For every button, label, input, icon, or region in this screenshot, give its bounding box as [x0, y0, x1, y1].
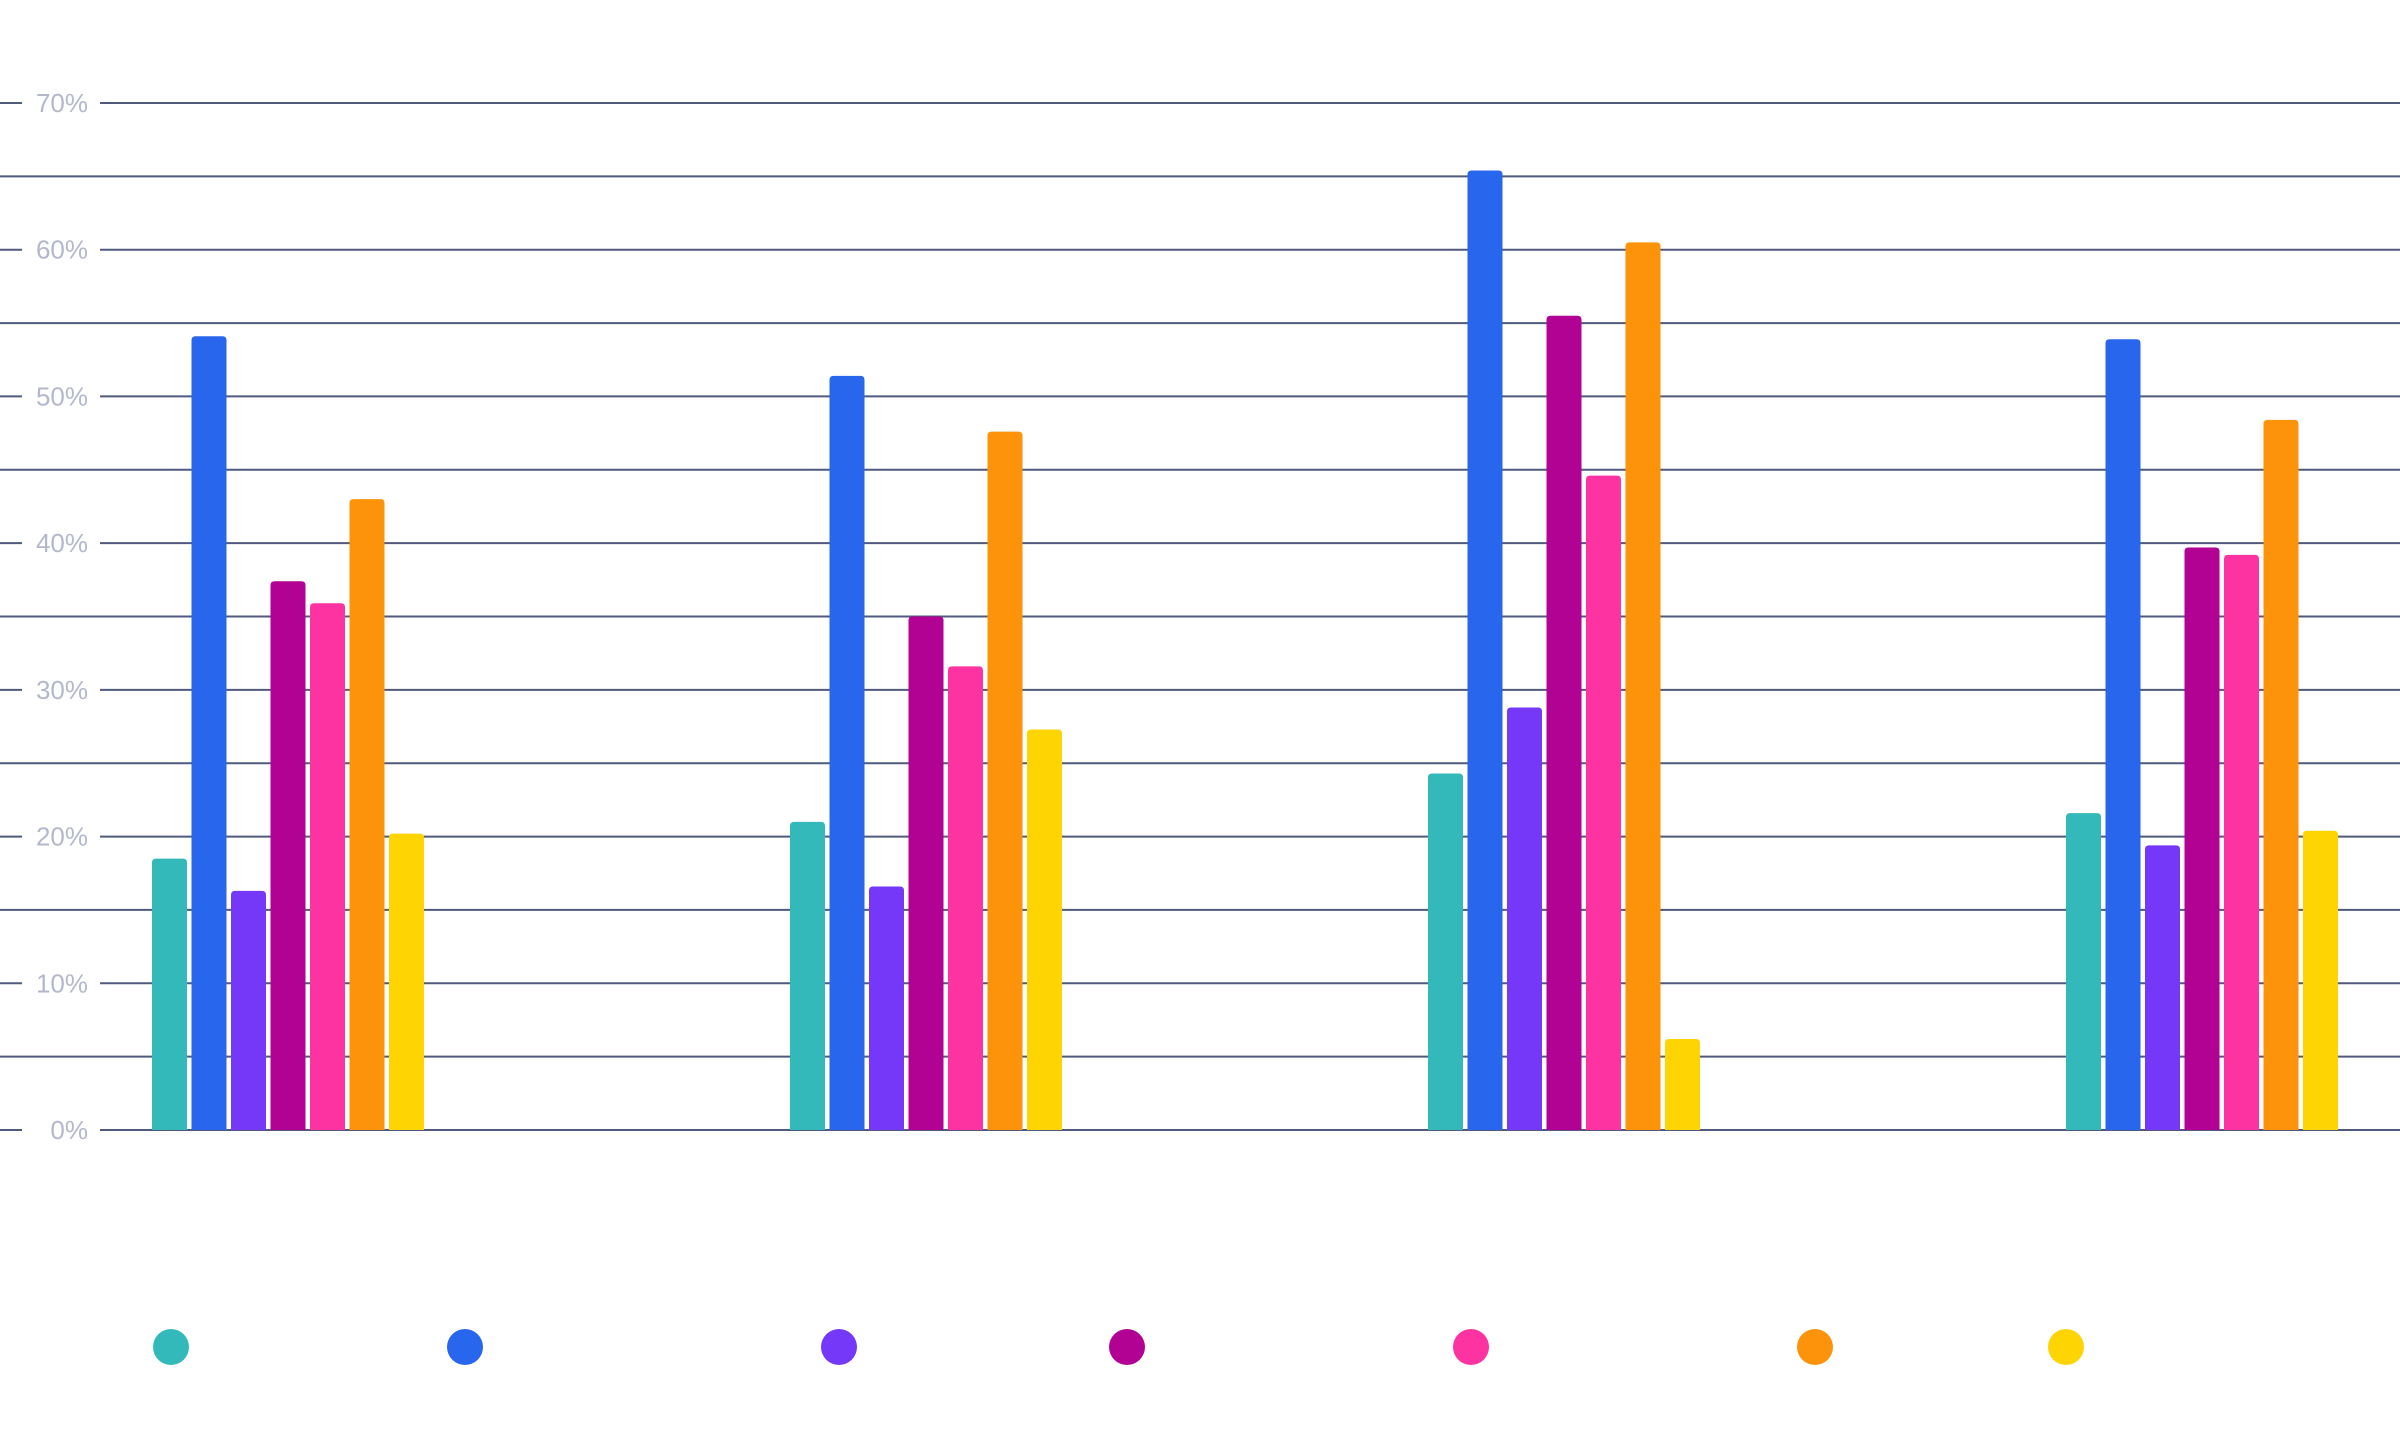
- y-tick-label: 40%: [36, 528, 88, 558]
- legend-dot-icon[interactable]: [447, 1329, 483, 1365]
- gridlines: [0, 102, 2400, 1131]
- bar[interactable]: [152, 858, 187, 1130]
- bar[interactable]: [389, 833, 424, 1130]
- legend: [153, 1329, 2084, 1365]
- y-tick-label: 30%: [36, 675, 88, 705]
- bar-groups: [152, 170, 2338, 1131]
- bar[interactable]: [829, 375, 865, 1131]
- bar-group-3: [1428, 170, 1700, 1131]
- bar[interactable]: [869, 886, 904, 1130]
- bar[interactable]: [1467, 170, 1503, 1130]
- y-axis: 0% 10% 20% 30% 40% 50% 60% 70%: [0, 88, 88, 1145]
- bar[interactable]: [790, 821, 825, 1130]
- bar-group-1: [152, 336, 424, 1131]
- bar[interactable]: [2303, 830, 2338, 1130]
- legend-dot-icon[interactable]: [2048, 1329, 2084, 1365]
- bar[interactable]: [349, 499, 385, 1131]
- bar-group-2: [790, 375, 1062, 1131]
- bar[interactable]: [1546, 315, 1582, 1130]
- bar[interactable]: [2145, 845, 2180, 1130]
- y-tick-label: 20%: [36, 822, 88, 852]
- bar[interactable]: [1027, 729, 1062, 1130]
- y-tick-label: 50%: [36, 381, 88, 411]
- bar[interactable]: [2224, 554, 2259, 1130]
- legend-dot-icon[interactable]: [821, 1329, 857, 1365]
- bar-group-4: [2066, 339, 2338, 1131]
- y-tick-label: 60%: [36, 235, 88, 265]
- bar[interactable]: [270, 581, 306, 1130]
- bar[interactable]: [310, 603, 345, 1130]
- y-tick-label: 10%: [36, 968, 88, 998]
- legend-dot-icon[interactable]: [1453, 1329, 1489, 1365]
- bar[interactable]: [1625, 242, 1661, 1131]
- legend-dot-icon[interactable]: [1109, 1329, 1145, 1365]
- bar[interactable]: [1665, 1039, 1700, 1130]
- bar[interactable]: [2105, 339, 2141, 1131]
- y-tick-label: 0%: [50, 1115, 88, 1145]
- bar[interactable]: [948, 666, 983, 1130]
- bar[interactable]: [1586, 475, 1621, 1130]
- bar[interactable]: [908, 616, 944, 1131]
- bar[interactable]: [1428, 773, 1463, 1130]
- bar[interactable]: [2184, 547, 2220, 1130]
- bar[interactable]: [1507, 707, 1542, 1130]
- bar[interactable]: [191, 336, 227, 1130]
- legend-dot-icon[interactable]: [1797, 1329, 1833, 1365]
- y-tick-label: 70%: [36, 88, 88, 118]
- bar[interactable]: [231, 890, 266, 1130]
- legend-dot-icon[interactable]: [153, 1329, 189, 1365]
- bar[interactable]: [2263, 419, 2299, 1131]
- bar[interactable]: [987, 431, 1023, 1130]
- bar[interactable]: [2066, 813, 2101, 1130]
